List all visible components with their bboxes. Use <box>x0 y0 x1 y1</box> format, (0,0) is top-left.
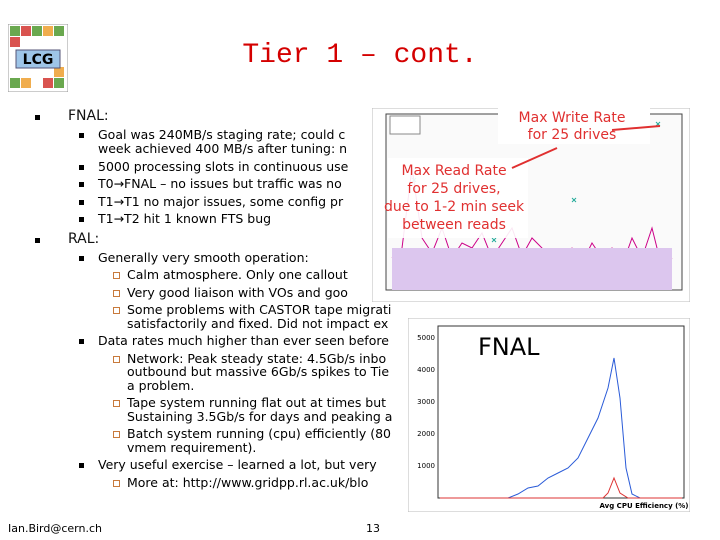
sub-bullet <box>113 479 120 487</box>
bullet <box>35 115 40 120</box>
logo-text: LCG <box>23 52 54 68</box>
subitem-text: Some problems with CASTOR tape migrati <box>127 302 392 317</box>
read-annotation: due to 1-2 min seek <box>384 199 525 215</box>
bullet <box>79 463 84 468</box>
logo: LCG <box>8 24 68 92</box>
bullet <box>79 182 84 187</box>
write-annotation: Max Write Rate <box>519 110 626 126</box>
cpu-axis-label: 1000 <box>417 462 435 470</box>
item-text: 5000 processing slots in continuous use <box>98 158 349 174</box>
sub-bullet <box>113 431 120 438</box>
cpu-label: FNAL <box>478 333 540 361</box>
subitem-text: Calm atmosphere. Only one callout <box>127 267 348 282</box>
read-annotation: Max Read Rate <box>401 163 506 179</box>
item-text: Very useful exercise – learned a lot, bu… <box>98 457 377 472</box>
subitem-text: More at: http://www.gridpp.rl.ac.uk/blo <box>127 474 369 490</box>
item-text: Data rates much higher than ever seen be… <box>98 333 389 348</box>
subitem-text: Network: Peak steady state: 4.5Gb/s inbo <box>127 350 387 366</box>
cpu-axis-label: 3000 <box>417 398 435 406</box>
sub-bullet <box>113 289 120 297</box>
subitem-text: Tape system running flat out at times bu… <box>127 395 387 410</box>
item-text: week achieved 400 MB/s after tuning: n <box>98 141 348 156</box>
subitem-text: Very good liaison with VOs and goo <box>127 284 348 300</box>
sub-bullet <box>113 355 120 363</box>
bullet <box>79 199 84 205</box>
bullet <box>79 133 84 138</box>
cpu-x-label: Avg CPU Efficiency (%) <box>600 502 689 510</box>
subitem-text: outbound but massive 6Gb/s spikes to Tie <box>127 364 390 379</box>
bullet <box>79 164 84 170</box>
read-annotation: between reads <box>402 217 506 233</box>
subitem-text: vmem requirement). <box>127 439 257 455</box>
cpu-figure: FNAL 5000 4000 3000 2000 1000 Avg CPU Effici… <box>408 318 690 512</box>
read-annotation: for 25 drives, <box>407 181 500 197</box>
page-number: 13 <box>366 522 380 535</box>
item-text: Generally very smooth operation: <box>98 249 309 265</box>
sub-bullet <box>113 272 120 279</box>
subitem-text: Sustaining 3.5Gb/s for days and peaking … <box>127 408 393 424</box>
slide-title: Tier 1 – cont. <box>242 40 478 71</box>
sub-bullet <box>113 307 120 314</box>
section-heading: FNAL: <box>68 108 109 124</box>
item-text: Goal was 240MB/s staging rate; could c <box>98 127 346 142</box>
subitem-text: a problem. <box>127 377 195 393</box>
rate-figure: Max Write Rate for 25 drives Max Read Ra… <box>372 108 690 302</box>
footer-email: Ian.Bird@cern.ch <box>8 522 102 535</box>
item-text: T1→T2 hit 1 known FTS bug <box>98 211 272 226</box>
bullet <box>79 217 84 222</box>
cpu-histogram <box>440 357 682 499</box>
bullet <box>79 339 84 344</box>
write-annotation: for 25 drives <box>528 127 617 143</box>
rate-bars <box>392 248 672 290</box>
bullet <box>35 237 40 243</box>
cpu-axis-label: 2000 <box>417 430 435 438</box>
cpu-axis-label: 5000 <box>417 334 435 342</box>
bullet <box>79 255 84 261</box>
subitem-text: Batch system running (cpu) efficiently (… <box>127 426 391 441</box>
item-text: T1→T1 no major issues, some config pr <box>98 193 344 209</box>
item-text: T0→FNAL – no issues but traffic was no <box>98 176 342 191</box>
cpu-axis-label: 4000 <box>417 366 435 374</box>
sub-bullet <box>113 400 120 407</box>
subitem-text: satisfactorily and fixed. Did not impact… <box>127 315 389 331</box>
section-heading: RAL: <box>68 230 100 247</box>
